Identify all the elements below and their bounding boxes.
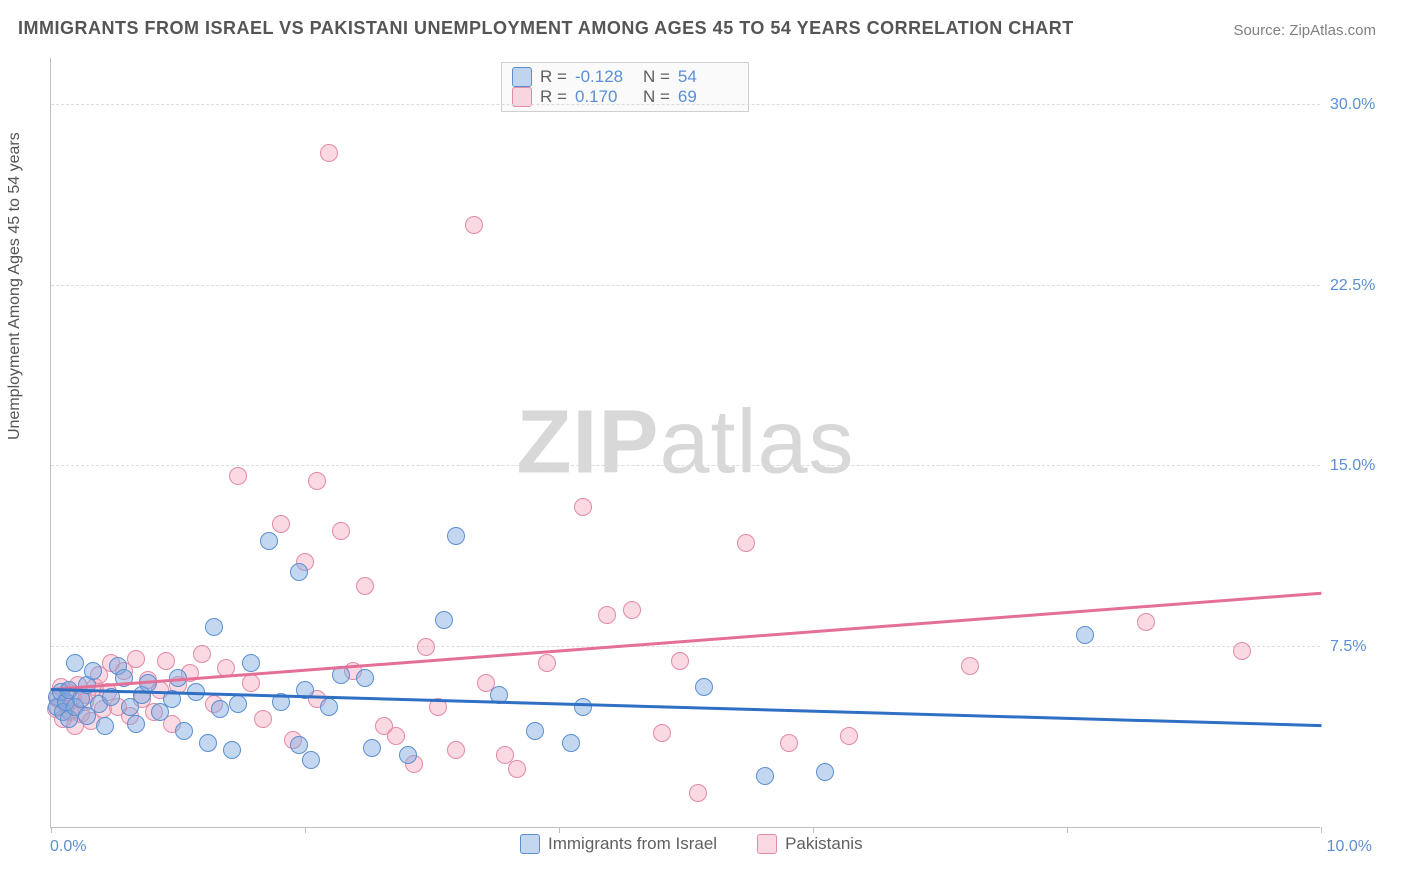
series-legend-label: Immigrants from Israel [548, 834, 717, 854]
watermark-atlas: atlas [659, 392, 854, 492]
point-pakistanis [598, 606, 616, 624]
plot-area: ZIPatlas R =-0.128N =54R =0.170N =69 [50, 58, 1320, 828]
point-israel [816, 763, 834, 781]
x-axis-max-label: 10.0% [1327, 838, 1372, 856]
source-label: Source: ZipAtlas.com [1233, 22, 1376, 39]
chart-title: IMMIGRANTS FROM ISRAEL VS PAKISTANI UNEM… [18, 18, 1074, 39]
point-pakistanis [574, 498, 592, 516]
series-legend-item: Immigrants from Israel [520, 834, 717, 854]
x-tick-mark [1067, 827, 1068, 833]
point-israel [96, 717, 114, 735]
point-israel [574, 698, 592, 716]
point-israel [1076, 626, 1094, 644]
point-israel [363, 739, 381, 757]
point-pakistanis [508, 760, 526, 778]
point-israel [290, 563, 308, 581]
point-israel [526, 722, 544, 740]
point-israel [84, 662, 102, 680]
point-pakistanis [689, 784, 707, 802]
point-pakistanis [465, 216, 483, 234]
point-israel [695, 678, 713, 696]
point-pakistanis [1233, 642, 1251, 660]
point-israel [260, 532, 278, 550]
point-pakistanis [356, 577, 374, 595]
point-israel [447, 527, 465, 545]
point-israel [435, 611, 453, 629]
point-pakistanis [671, 652, 689, 670]
point-pakistanis [254, 710, 272, 728]
point-pakistanis [737, 534, 755, 552]
point-pakistanis [417, 638, 435, 656]
point-israel [756, 767, 774, 785]
point-pakistanis [127, 650, 145, 668]
point-israel [229, 695, 247, 713]
point-pakistanis [623, 601, 641, 619]
y-tick-label: 30.0% [1330, 96, 1375, 114]
point-pakistanis [332, 522, 350, 540]
y-tick-label: 7.5% [1330, 638, 1366, 656]
point-israel [399, 746, 417, 764]
point-pakistanis [961, 657, 979, 675]
point-pakistanis [653, 724, 671, 742]
point-israel [356, 669, 374, 687]
point-pakistanis [387, 727, 405, 745]
legend-swatch [512, 67, 532, 87]
point-pakistanis [308, 472, 326, 490]
point-israel [211, 700, 229, 718]
series-legend: Immigrants from Israel Pakistanis [520, 834, 863, 854]
point-israel [175, 722, 193, 740]
point-israel [302, 751, 320, 769]
legend-swatch [757, 834, 777, 854]
legend-row: R = -0.128 N = 54 [512, 67, 738, 87]
legend-r-label: R = [540, 67, 567, 87]
y-axis-label: Unemployment Among Ages 45 to 54 years [6, 132, 24, 440]
x-tick-mark [305, 827, 306, 833]
x-tick-mark [813, 827, 814, 833]
point-israel [223, 741, 241, 759]
x-tick-mark [51, 827, 52, 833]
series-legend-item: Pakistanis [757, 834, 862, 854]
point-pakistanis [538, 654, 556, 672]
point-israel [127, 715, 145, 733]
point-pakistanis [272, 515, 290, 533]
point-israel [320, 698, 338, 716]
series-legend-label: Pakistanis [785, 834, 862, 854]
point-pakistanis [840, 727, 858, 745]
gridline [51, 104, 1320, 105]
point-pakistanis [193, 645, 211, 663]
legend-r-value: -0.128 [575, 67, 635, 87]
x-tick-mark [559, 827, 560, 833]
legend-n-value: 54 [678, 67, 738, 87]
point-pakistanis [447, 741, 465, 759]
point-israel [66, 654, 84, 672]
point-pakistanis [780, 734, 798, 752]
point-israel [562, 734, 580, 752]
point-pakistanis [1137, 613, 1155, 631]
point-pakistanis [157, 652, 175, 670]
x-tick-mark [1321, 827, 1322, 833]
point-pakistanis [229, 467, 247, 485]
point-pakistanis [320, 144, 338, 162]
watermark-zip: ZIP [516, 392, 659, 492]
x-axis-min-label: 0.0% [50, 838, 86, 856]
legend-n-label: N = [643, 67, 670, 87]
trendline-pakistanis [51, 592, 1321, 691]
legend-swatch [520, 834, 540, 854]
watermark: ZIPatlas [516, 391, 854, 494]
point-israel [205, 618, 223, 636]
point-israel [199, 734, 217, 752]
gridline [51, 646, 1320, 647]
gridline [51, 285, 1320, 286]
y-tick-label: 22.5% [1330, 277, 1375, 295]
gridline [51, 465, 1320, 466]
point-israel [242, 654, 260, 672]
y-tick-label: 15.0% [1330, 457, 1375, 475]
